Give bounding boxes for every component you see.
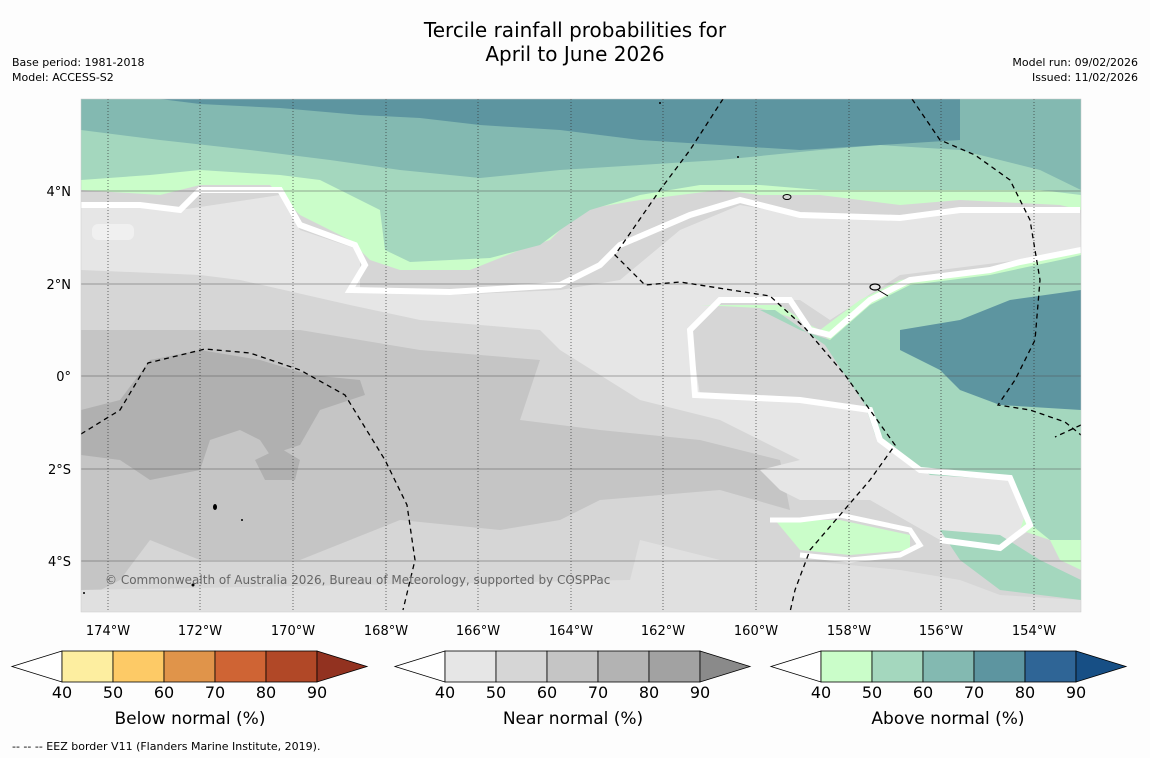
- below-normal-tick: 90: [306, 683, 328, 702]
- islands: [83, 102, 889, 594]
- lon-label: 156°W: [919, 624, 963, 639]
- lon-label: 164°W: [549, 624, 593, 639]
- above-normal-tick: 80: [1014, 683, 1036, 702]
- near-normal-swatch: [444, 650, 497, 683]
- below-normal-label: Below normal (%): [114, 709, 266, 729]
- near-normal-40-south: [81, 540, 1081, 612]
- below-normal-tick: 80: [255, 683, 277, 702]
- below-normal-swatch: [112, 650, 165, 683]
- lon-label: 168°W: [364, 624, 408, 639]
- near-normal-tick: 80: [638, 683, 660, 702]
- lat-labels: 4°N 2°N 0° 2°S 4°S: [47, 185, 72, 570]
- lat-label: 2°N: [47, 278, 72, 293]
- below-normal-tick: 60: [153, 683, 175, 702]
- lon-label: 154°W: [1012, 624, 1056, 639]
- island: [241, 519, 243, 521]
- lon-label: 174°W: [86, 624, 130, 639]
- lat-label: 4°N: [47, 185, 72, 200]
- island: [869, 283, 881, 291]
- title-line-2: April to June 2026: [485, 42, 665, 66]
- map-title: Tercile rainfall probabilities for April…: [0, 18, 1150, 66]
- lat-label: 4°S: [48, 555, 71, 570]
- boundary-south: [770, 512, 924, 563]
- map-frame: [80, 98, 1082, 613]
- above-normal-tick: 90: [1065, 683, 1087, 702]
- near-normal-tick: 40: [434, 683, 456, 702]
- above-normal-tick: 40: [810, 683, 832, 702]
- above-normal-swatch: [871, 650, 924, 683]
- near-normal-40-patch: [92, 224, 134, 240]
- eez-border-east: [911, 99, 1081, 436]
- above-normal-swatch: [1024, 650, 1077, 683]
- eez-border-west: [81, 348, 416, 611]
- above-normal-tick: 50: [861, 683, 883, 702]
- above-normal-tick: 70: [963, 683, 985, 702]
- island: [737, 156, 739, 158]
- lon-label: 172°W: [178, 624, 222, 639]
- base-period: Base period: 1981-2018: [12, 56, 145, 69]
- below-normal-tick: 70: [204, 683, 226, 702]
- lon-label: 162°W: [641, 624, 685, 639]
- lon-label: 160°W: [734, 624, 778, 639]
- near-normal-70-region: [81, 350, 365, 480]
- near-normal-max-arrow: [699, 650, 752, 683]
- island: [877, 289, 889, 297]
- lat-label: 2°S: [48, 463, 71, 478]
- island: [782, 194, 792, 200]
- above-normal-swatch: [922, 650, 975, 683]
- near-normal-swatch: [546, 650, 599, 683]
- near-normal-label: Near normal (%): [502, 709, 644, 729]
- below-normal-swatch: [163, 650, 216, 683]
- lon-label: 166°W: [456, 624, 500, 639]
- island: [213, 504, 217, 510]
- below-normal-max-arrow: [316, 650, 369, 683]
- eez-border-central: [614, 99, 896, 612]
- above-normal-swatch: [820, 650, 873, 683]
- lat-label: 0°: [56, 370, 71, 385]
- near-normal-min-arrow: [393, 650, 446, 683]
- graticule: [81, 99, 1081, 612]
- near-normal-tick: 70: [587, 683, 609, 702]
- below-normal-swatch: [265, 650, 318, 683]
- model-run: Model run: 09/02/2026: [1012, 56, 1138, 69]
- near-normal-70-patch: [255, 448, 300, 480]
- below-normal-swatch: [214, 650, 267, 683]
- colorbars: [10, 650, 1128, 683]
- lon-label: 170°W: [271, 624, 315, 639]
- above-normal-40-south: [775, 520, 910, 555]
- below-normal-min-arrow: [10, 650, 63, 683]
- issued-date: Issued: 11/02/2026: [1031, 71, 1138, 84]
- above-normal-min-arrow: [769, 650, 822, 683]
- copyright-text: © Commonwealth of Australia 2026, Bureau…: [105, 573, 610, 587]
- above-normal-70-east: [900, 290, 1081, 410]
- eez-border-east-tail: [1054, 424, 1081, 438]
- model-name: Model: ACCESS-S2: [12, 71, 114, 84]
- title-line-1: Tercile rainfall probabilities for: [423, 18, 727, 42]
- above-normal-label: Above normal (%): [871, 709, 1025, 729]
- below-normal-tick: 50: [102, 683, 124, 702]
- near-normal-tick: 90: [689, 683, 711, 702]
- above-normal-70-north: [160, 99, 960, 150]
- map-fill: © Commonwealth of Australia 2026, Bureau…: [81, 99, 1081, 612]
- meta-right: Model run: 09/02/2026 Issued: 11/02/2026: [1012, 55, 1138, 85]
- near-normal-tick: 60: [536, 683, 558, 702]
- island: [659, 102, 661, 104]
- near-normal-swatch: [495, 650, 548, 683]
- eez-footnote: -- -- -- EEZ border V11 (Flanders Marine…: [12, 740, 321, 753]
- below-normal-swatch: [61, 650, 114, 683]
- above-normal-tick: 60: [912, 683, 934, 702]
- lon-label: 158°W: [827, 624, 871, 639]
- boundary-east: [686, 247, 1081, 552]
- below-normal-tick: 40: [51, 683, 73, 702]
- above-normal-swatch: [973, 650, 1026, 683]
- island: [191, 583, 195, 587]
- near-normal-tick: 50: [485, 683, 507, 702]
- above-normal-max-arrow: [1075, 650, 1128, 683]
- island: [83, 592, 85, 594]
- near-normal-swatch: [597, 650, 650, 683]
- lon-labels: 174°W 172°W 170°W 168°W 166°W 164°W 162°…: [86, 624, 1056, 639]
- meta-left: Base period: 1981-2018 Model: ACCESS-S2: [12, 55, 144, 85]
- near-normal-swatch: [648, 650, 701, 683]
